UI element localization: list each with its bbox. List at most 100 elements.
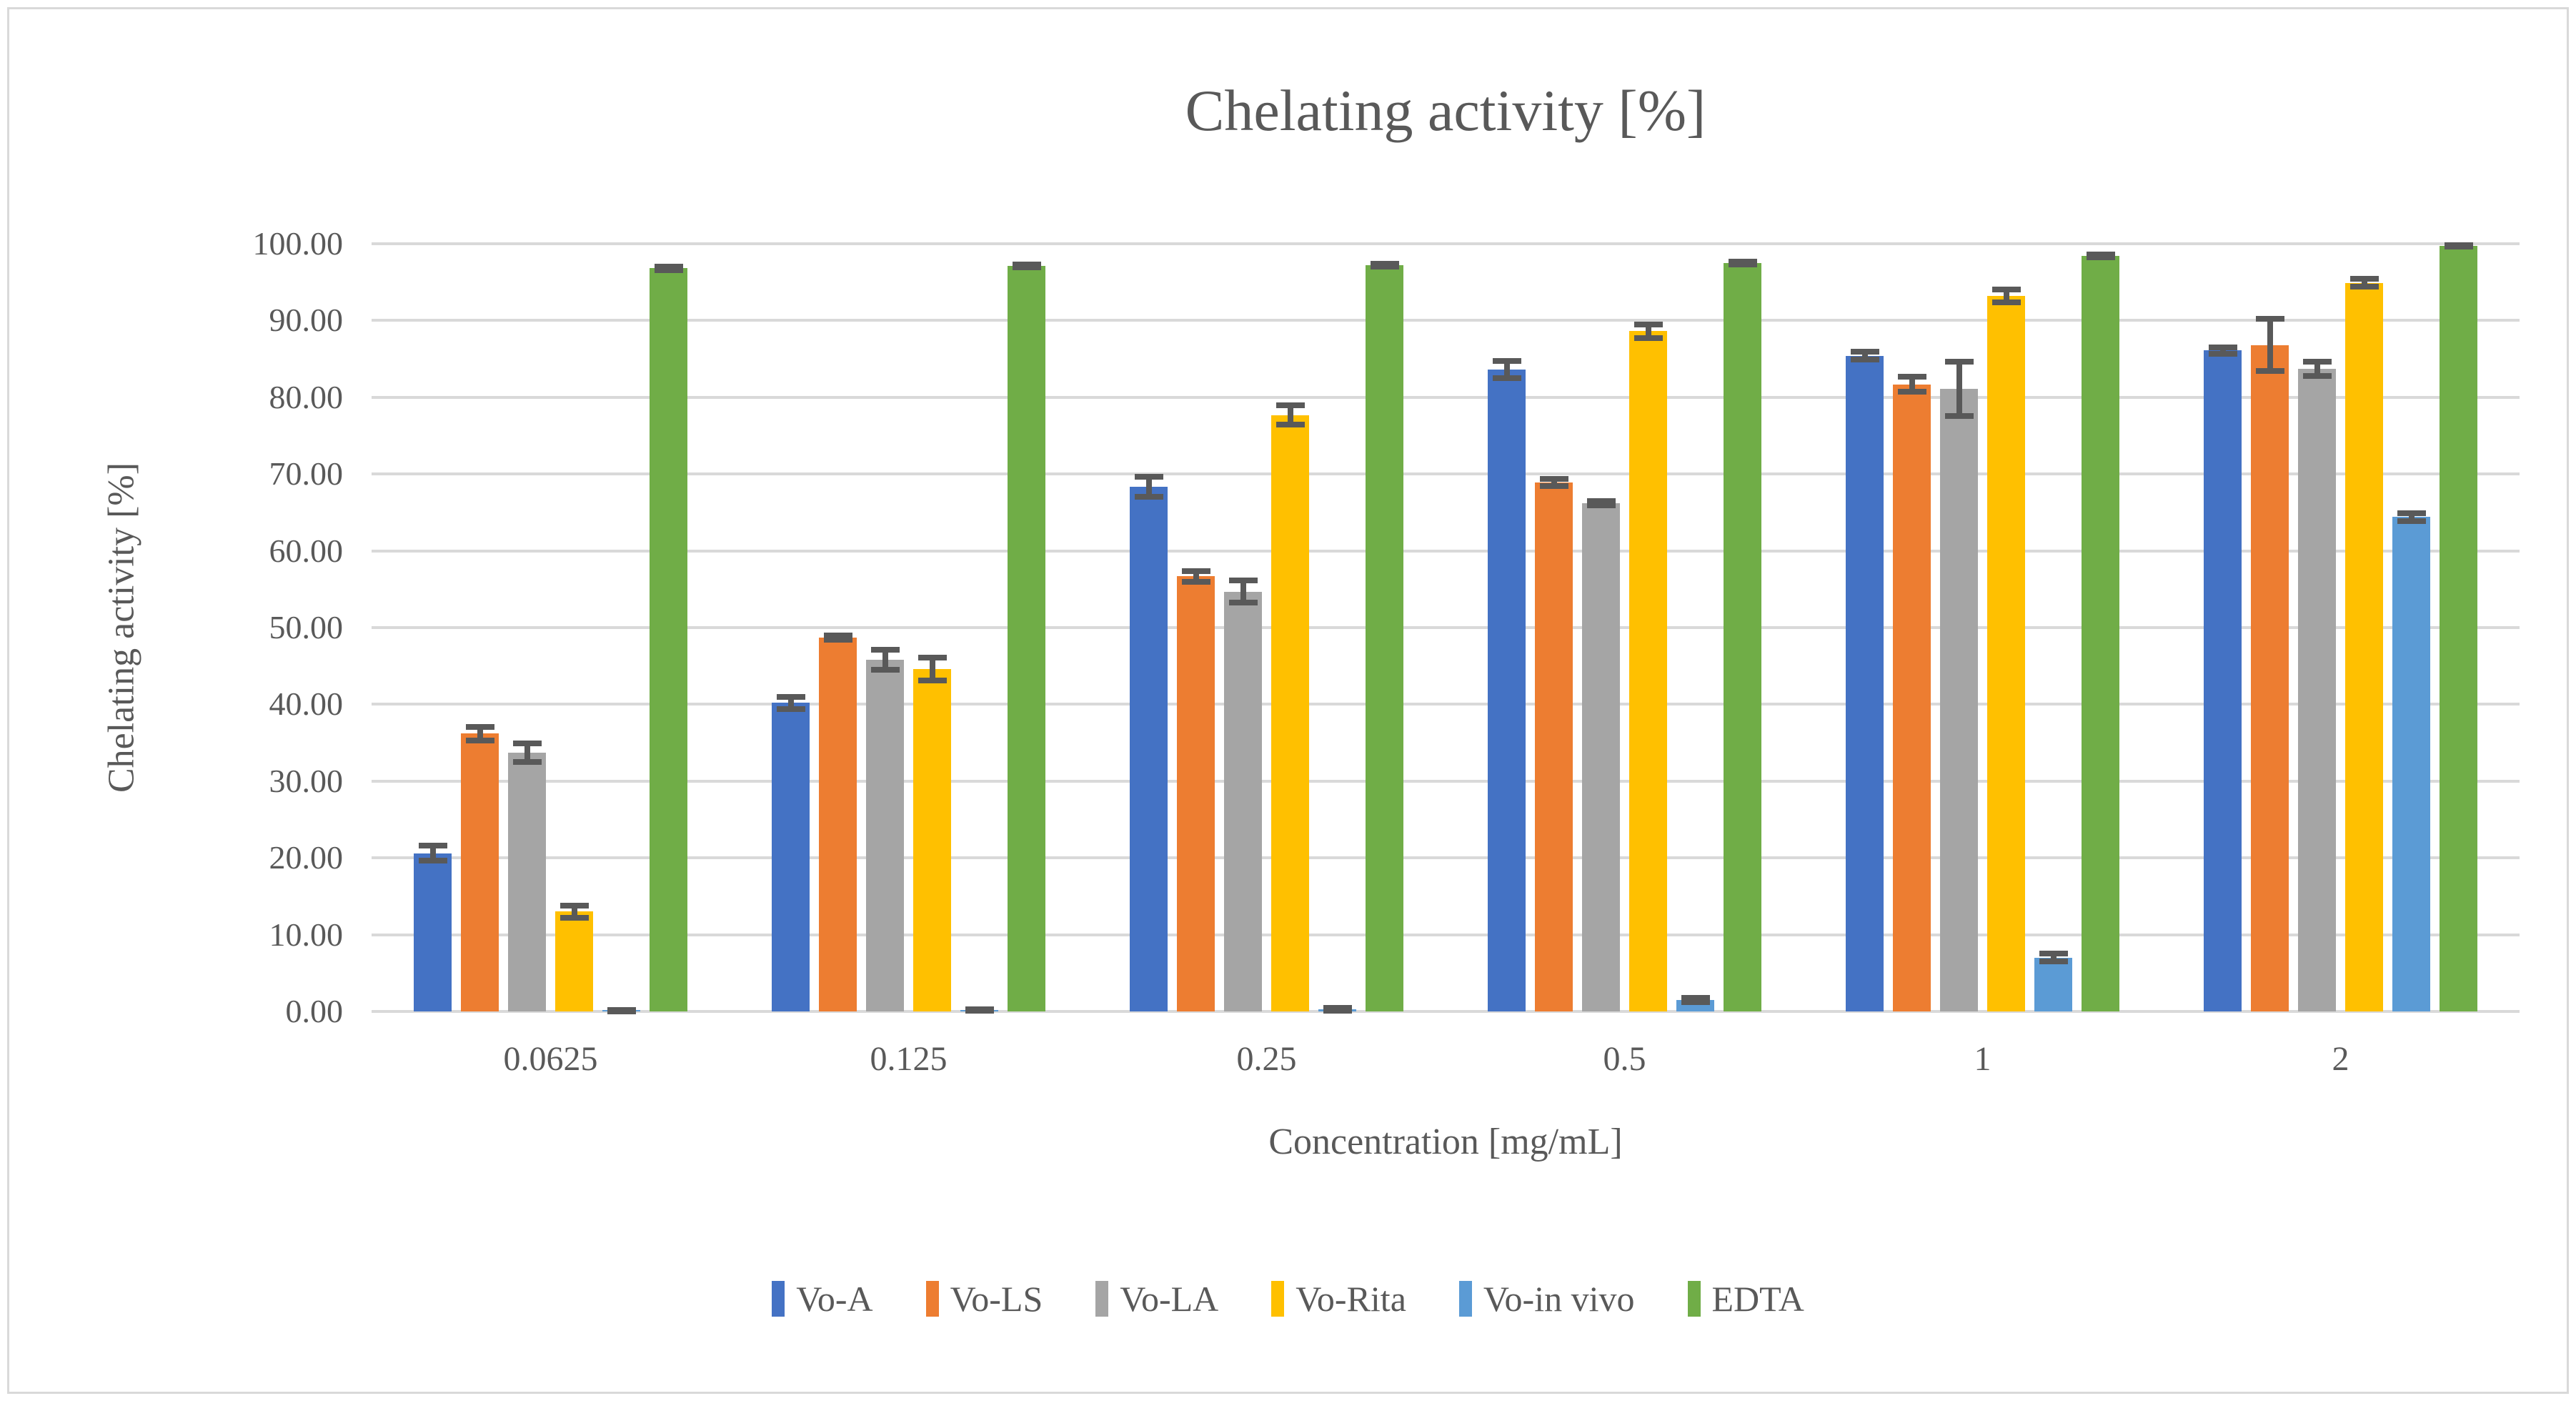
error-bar-cap [465,737,494,743]
x-tick-label-0.25: 0.25 [1236,1040,1297,1078]
error-bar-Vo-LA-0.25 [1240,580,1246,603]
error-bar-Vo-in vivo-2 [2408,513,2415,521]
gridline-y-70 [372,472,2520,476]
error-bar-cap [1181,578,1210,585]
error-bar-cap [654,264,683,270]
gridline-y-30 [372,779,2520,783]
error-bar-Vo-LS-2 [2267,319,2273,372]
error-bar-cap [2208,344,2237,350]
error-bar-cap [1134,494,1163,500]
error-bar-Vo-A-0.125 [787,696,794,709]
bar-EDTA-1 [2082,256,2119,1011]
error-bar-cap [776,693,805,700]
error-bar-cap [2302,359,2332,365]
error-bar-Vo-A-0.0625 [429,846,436,861]
bar-Vo-LA-2 [2298,369,2336,1011]
error-bar-cap [965,1007,994,1014]
error-bar-cap [1492,375,1521,381]
error-bar-cap [1944,412,1974,419]
error-bar-cap [465,723,494,730]
y-tick-label: 60.00 [269,532,344,569]
error-bar-cap [1275,422,1305,428]
bar-Vo-LA-0.5 [1582,503,1620,1011]
bar-Vo-A-2 [2204,350,2242,1011]
legend-item-Vo-LS: Vo-LS [925,1278,1043,1320]
legend-swatch-icon [925,1281,939,1317]
error-bar-cap [418,858,447,864]
bar-Vo-A-0.5 [1488,370,1526,1011]
chart-legend: Vo-A Vo-LS Vo-LA Vo-Rita Vo-in vivo EDTA [0,1274,2576,1324]
legend-swatch-icon [1687,1281,1701,1317]
error-bar-cap [2444,244,2473,250]
error-bar-cap [607,1009,636,1014]
error-bar-cap [823,637,852,643]
y-tick-label: 50.00 [269,609,344,645]
error-bar-Vo-Rita-0.0625 [571,905,577,918]
legend-swatch-icon [1271,1281,1285,1317]
error-bar-Vo-A-2 [2219,347,2226,354]
legend-item-Vo-Rita: Vo-Rita [1271,1278,1406,1320]
error-bar-cap [1681,994,1710,1001]
error-bar-Vo-in vivo-1 [2050,954,2057,962]
x-tick-label-0.0625: 0.0625 [503,1040,598,1078]
error-bar-Vo-LS-0.5 [1551,478,1557,487]
bar-Vo-A-0.0625 [414,853,452,1011]
error-bar-cap [1134,474,1163,480]
error-bar-cap [2349,284,2379,290]
bar-Vo-LS-0.0625 [461,733,499,1011]
bar-Vo-in vivo-2 [2392,517,2430,1011]
legend-item-Vo-A: Vo-A [772,1278,873,1320]
legend-label: EDTA [1711,1279,1804,1319]
bar-Vo-A-1 [1846,355,1884,1011]
bar-Vo-A-0.25 [1130,487,1168,1011]
error-bar-cap [1181,568,1210,574]
error-bar-cap [1275,402,1305,408]
error-bar-cap [870,667,900,673]
plot-area [372,242,2520,1014]
error-bar-cap [1944,359,1974,365]
error-bar-cap [870,647,900,653]
error-bar-cap [1728,261,1757,267]
error-bar-cap [1897,389,1926,395]
error-bar-cap [1228,578,1258,584]
bar-Vo-LS-2 [2251,345,2289,1011]
error-bar-cap [1539,475,1568,482]
error-bar-Vo-A-0.5 [1503,361,1510,378]
error-bar-cap [512,741,542,747]
bar-EDTA-0.0625 [650,268,687,1011]
gridline-y-10 [372,933,2520,936]
error-bar-Vo-LA-0.0625 [524,743,530,762]
error-bar-Vo-LA-1 [1956,362,1962,416]
error-bar-Vo-A-1 [1861,352,1868,360]
error-bar-cap [1370,260,1399,267]
error-bar-cap [1991,287,2021,293]
error-bar-Vo-LA-2 [2314,362,2320,376]
bar-Vo-Rita-0.0625 [555,911,593,1011]
error-bar-cap [560,902,589,909]
error-bar-cap [560,914,589,921]
error-bar-cap [2208,350,2237,357]
error-bar-cap [823,632,852,638]
error-bar-cap [1850,357,1879,363]
error-bar-Vo-Rita-1 [2003,289,2009,302]
error-bar-Vo-A-0.25 [1145,477,1152,497]
error-bar-cap [917,654,947,660]
error-bar-cap [2397,510,2426,516]
error-bar-cap [2039,951,2068,957]
y-tick-label: 70.00 [269,455,344,492]
error-bar-cap [2039,959,2068,965]
error-bar-cap [2397,518,2426,524]
error-bar-cap [418,843,447,849]
y-tick-label: 0.00 [285,993,344,1029]
bar-Vo-A-0.125 [772,703,810,1011]
y-tick-label: 40.00 [269,685,344,723]
y-tick-label: 10.00 [269,916,344,953]
y-tick-label: 30.00 [269,762,344,799]
gridline-y-100 [372,242,2520,245]
error-bar-cap [1586,503,1616,509]
error-bar-cap [1897,373,1926,380]
error-bar-cap [1991,299,2021,305]
error-bar-cap [1681,999,1710,1006]
x-tick-label-2: 2 [2332,1040,2349,1078]
